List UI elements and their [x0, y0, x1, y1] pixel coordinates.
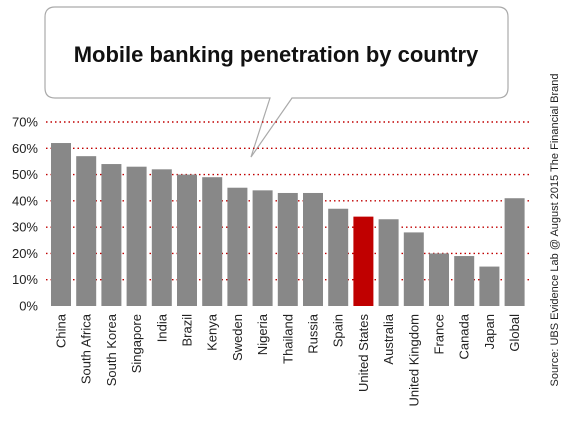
- bar-united-states: [353, 216, 374, 306]
- x-tick-label: India: [154, 313, 169, 342]
- bar-united-kingdom: [403, 232, 424, 306]
- x-tick-label: Thailand: [280, 314, 295, 364]
- bar-singapore: [126, 166, 147, 306]
- y-tick-label: 70%: [12, 115, 38, 130]
- x-tick-label: Russia: [306, 313, 321, 354]
- title-callout: [44, 6, 509, 158]
- x-tick-label: South Korea: [104, 313, 119, 386]
- bar-india: [151, 169, 172, 306]
- bar-brazil: [177, 174, 197, 306]
- x-tick-label: Japan: [482, 314, 497, 349]
- bars: [51, 143, 525, 306]
- y-axis-ticks: 0% 10% 20% 30% 40% 50% 60% 70%: [12, 115, 38, 314]
- bar-kenya: [202, 177, 223, 306]
- bar-nigeria: [252, 190, 273, 306]
- x-tick-label: Global: [507, 314, 522, 352]
- x-tick-label: Singapore: [129, 314, 144, 373]
- bar-australia: [378, 219, 399, 306]
- x-tick-label: China: [54, 313, 69, 348]
- bar-south-africa: [76, 156, 97, 306]
- bar-russia: [303, 192, 323, 306]
- y-tick-label: 20%: [12, 246, 38, 261]
- y-tick-label: 30%: [12, 220, 38, 235]
- x-axis-labels: China South Africa South Korea Singapore Ind…: [54, 313, 523, 406]
- chart-title: Mobile banking penetration by country: [74, 42, 479, 67]
- bar-china: [51, 143, 71, 306]
- bar-sweden: [227, 187, 248, 306]
- y-tick-label: 10%: [12, 272, 38, 287]
- source-note: Source: UBS Evidence Lab @ August 2015 T…: [549, 73, 561, 386]
- bar-south-korea: [101, 164, 122, 306]
- bar-spain: [328, 208, 349, 306]
- x-tick-label: Kenya: [205, 313, 220, 351]
- x-tick-label: Canada: [457, 313, 472, 359]
- x-tick-label: Sweden: [230, 314, 245, 361]
- bar-france: [429, 253, 449, 306]
- y-tick-label: 40%: [12, 193, 38, 208]
- y-tick-label: 60%: [12, 141, 38, 156]
- x-tick-label: Spain: [331, 314, 346, 347]
- y-tick-label: 0%: [19, 299, 38, 314]
- x-tick-label: South Africa: [79, 313, 94, 384]
- bar-canada: [454, 256, 475, 306]
- bar-global: [504, 198, 525, 306]
- bar-japan: [479, 266, 500, 306]
- bar-thailand: [277, 192, 298, 306]
- x-tick-label: Australia: [381, 313, 396, 364]
- y-tick-label: 50%: [12, 167, 38, 182]
- x-tick-label: Brazil: [180, 314, 195, 347]
- x-tick-label: United Kingdom: [406, 314, 421, 407]
- x-tick-label: France: [432, 314, 447, 354]
- x-tick-label: Nigeria: [255, 313, 270, 355]
- x-tick-label: United States: [356, 314, 371, 393]
